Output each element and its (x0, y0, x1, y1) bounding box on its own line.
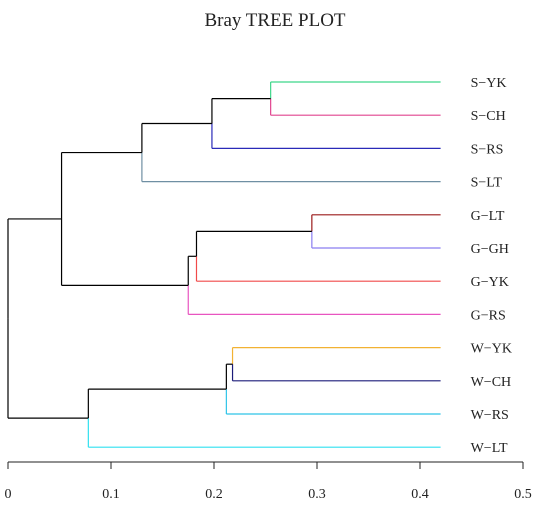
leaf-label: S−CH (471, 109, 506, 124)
x-tick-label: 0.4 (411, 487, 429, 502)
leaf-label: W−YK (471, 342, 512, 357)
chart-title: Bray TREE PLOT (204, 10, 346, 31)
leaf-label: W−LT (471, 441, 508, 456)
x-tick-label: 0.3 (308, 487, 326, 502)
leaf-label: G−LT (471, 209, 505, 224)
leaf-label: W−CH (471, 375, 512, 390)
leaf-label: S−RS (471, 142, 504, 157)
x-tick-label: 0.5 (514, 487, 532, 502)
leaf-label: S−YK (471, 76, 507, 91)
x-tick-label: 0 (5, 487, 12, 502)
leaf-label: W−RS (471, 408, 509, 423)
leaf-label: G−RS (471, 308, 506, 323)
leaf-label: G−YK (471, 275, 509, 290)
x-tick-label: 0.2 (205, 487, 223, 502)
leaf-label: G−GH (471, 242, 509, 257)
x-tick-label: 0.1 (102, 487, 120, 502)
leaf-label: S−LT (471, 176, 503, 191)
